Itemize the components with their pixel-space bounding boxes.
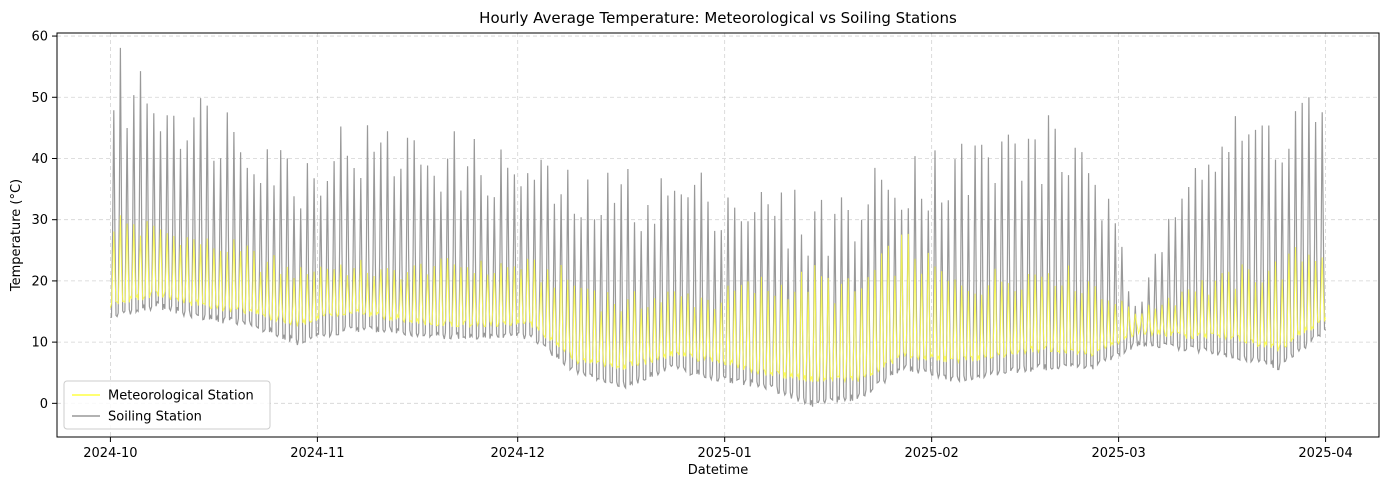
y-tick-label: 60 bbox=[31, 30, 48, 45]
x-tick-label: 2024-10 bbox=[83, 446, 137, 461]
legend: Meteorological Station Soiling Station bbox=[64, 381, 270, 429]
chart-title: Hourly Average Temperature: Meteorologic… bbox=[479, 9, 957, 27]
y-tick-label: 50 bbox=[31, 91, 48, 106]
x-tick-label: 2025-01 bbox=[698, 446, 752, 461]
x-tick-label: 2024-12 bbox=[491, 446, 545, 461]
x-tick-label: 2025-03 bbox=[1091, 446, 1145, 461]
y-tick-label: 40 bbox=[31, 152, 48, 167]
legend-label-soiling: Soiling Station bbox=[108, 410, 202, 425]
legend-label-meteorological: Meteorological Station bbox=[108, 389, 254, 404]
y-tick-label: 0 bbox=[40, 397, 48, 412]
y-tick-label: 20 bbox=[31, 274, 48, 289]
x-axis-label: Datetime bbox=[688, 463, 748, 478]
y-axis-label: Temperature (°C) bbox=[9, 179, 24, 292]
y-tick-label: 30 bbox=[31, 213, 48, 228]
x-tick-label: 2024-11 bbox=[290, 446, 344, 461]
x-tick-label: 2025-04 bbox=[1298, 446, 1352, 461]
y-tick-label: 10 bbox=[31, 336, 48, 351]
x-tick-label: 2025-02 bbox=[904, 446, 958, 461]
